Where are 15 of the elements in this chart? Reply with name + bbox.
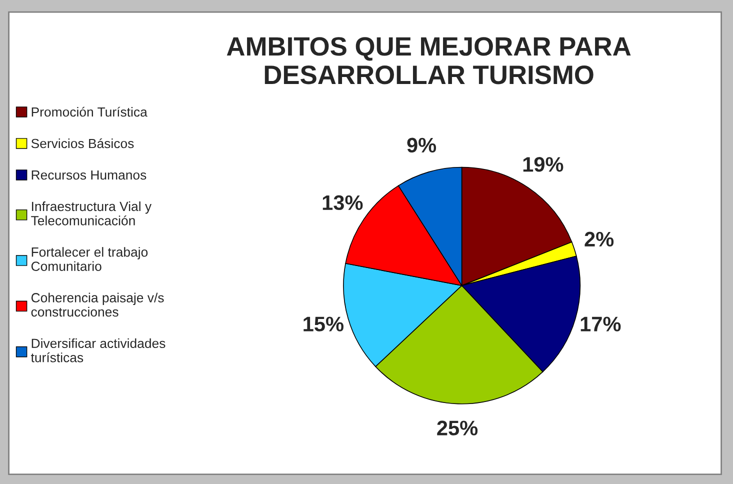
data-label: 25% bbox=[437, 420, 478, 436]
chart-title: AMBITOS QUE MEJORAR PARA DESARROLLAR TURISMO bbox=[226, 37, 631, 84]
legend-label: Recursos Humanos bbox=[32, 170, 146, 180]
legend-label: Infraestructura Vial y Telecomunicación bbox=[31, 201, 152, 226]
legend-label: Fortalecer el trabajo Comunitario bbox=[31, 247, 148, 271]
data-label: 15% bbox=[304, 316, 344, 332]
legend-label: Servicios Básicos bbox=[31, 138, 134, 148]
data-label: 13% bbox=[322, 195, 363, 210]
data-label: 17% bbox=[580, 316, 621, 332]
legend-label: Promoción Turística bbox=[32, 106, 148, 117]
legend-label: Coherencia paisaje v/s construcciones bbox=[31, 292, 164, 317]
data-label: 19% bbox=[523, 157, 564, 172]
legend-label: Diversificar actividades turísticas bbox=[30, 338, 166, 362]
data-label: 2% bbox=[584, 232, 614, 247]
data-label: 9% bbox=[407, 138, 436, 153]
